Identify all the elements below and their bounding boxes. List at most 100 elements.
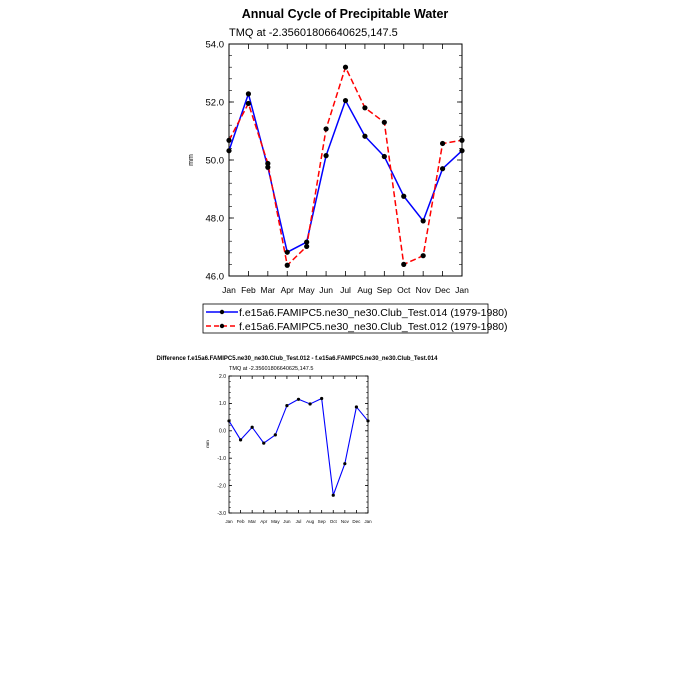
top-y-ticks: 46.0 48.0 50.0 52.0 54.0 [206,39,462,282]
top-series-lines [228,65,463,267]
data-point [354,405,359,409]
top-chart: Annual Cycle of Precipitable Water TMQ a… [188,7,508,334]
y-tick-label: -3.0 [217,511,226,517]
data-point [381,119,387,125]
x-tick-label: Jun [319,285,333,295]
bottom-series-lines [228,397,369,496]
legend-label-series-1: f.e15a6.FAMIPC5.ne30_ne30.Club_Test.014 … [239,307,508,319]
top-legend: f.e15a6.FAMIPC5.ne30_ne30.Club_Test.014 … [202,303,508,334]
x-tick-label: Nov [416,285,432,295]
bottom-x-ticks: Jan Feb Mar Apr May Jun Jul Aug Sep Oct Nov Dec Jan [225,376,372,524]
data-point [262,441,266,445]
bottom-y-axis-label: mm [205,440,210,448]
x-tick-label: Jan [364,519,372,524]
x-tick-label: Jan [225,519,233,524]
x-tick-label: Aug [306,519,315,524]
y-tick-label: -2.0 [217,483,226,489]
series-line-1 [228,91,463,254]
data-point [227,419,231,423]
x-tick-label: Sep [377,285,392,295]
legend-label-series-2: f.e15a6.FAMIPC5.ne30_ne30.Club_Test.012 … [239,321,508,333]
data-point [226,148,232,154]
data-point [285,403,289,408]
y-tick-label: 50.0 [206,155,225,166]
x-tick-label: Dec [352,519,361,524]
y-tick-label: 0.0 [219,429,226,435]
series-line-1 [228,397,369,496]
data-point [342,64,349,70]
y-tick-label: 48.0 [206,213,225,224]
x-tick-label: Jun [283,519,291,524]
y-tick-label: 1.0 [219,401,226,407]
data-point [284,249,290,255]
y-tick-label: 2.0 [219,374,226,380]
x-tick-label: Jan [455,285,469,295]
data-point [245,91,252,97]
x-tick-label: May [271,519,280,524]
y-tick-label: 46.0 [206,271,225,282]
y-tick-label: 54.0 [206,39,225,50]
data-point [439,166,446,172]
top-series-markers [226,64,465,268]
data-point [362,133,368,139]
x-tick-label: Nov [341,519,350,524]
legend-entry-series-1: f.e15a6.FAMIPC5.ne30_ne30.Club_Test.014 … [206,307,508,319]
legend-box [202,303,489,334]
data-point [439,140,446,147]
y-tick-label: -1.0 [217,456,226,462]
bottom-y-ticks: -3.0 -2.0 -1.0 0.0 1.0 2.0 [217,374,368,517]
bottom-plot-frame [228,375,369,514]
data-point [245,100,252,107]
data-point [323,126,329,132]
data-point [323,153,329,159]
data-point [308,402,312,406]
x-tick-label: Oct [330,519,338,524]
data-point [331,493,335,497]
top-y-axis-label: mm [188,154,195,166]
legend-entry-series-2: f.e15a6.FAMIPC5.ne30_ne30.Club_Test.012 … [206,321,508,333]
top-chart-title: Annual Cycle of Precipitable Water [242,7,449,21]
x-tick-label: Mar [248,519,256,524]
x-tick-label: Apr [281,285,294,295]
data-point [420,253,426,259]
x-tick-label: Jul [296,519,302,524]
top-plot-frame [228,43,463,277]
bottom-chart-subtitle: TMQ at -2.35601806640625,147.5 [229,366,313,372]
data-point [366,419,370,423]
data-point [320,396,324,401]
data-point [362,105,368,111]
x-tick-label: Jan [222,285,236,295]
y-tick-label: 52.0 [206,97,225,108]
top-chart-subtitle: TMQ at -2.35601806640625,147.5 [229,27,398,39]
data-point [265,160,271,167]
data-point [401,193,407,199]
x-tick-label: May [299,285,316,295]
data-point [250,425,254,429]
data-point [296,397,301,401]
x-tick-label: Feb [241,285,256,295]
data-point [401,261,407,267]
x-tick-label: Aug [357,285,372,295]
data-point [238,438,243,442]
data-point [304,243,310,250]
data-point [342,97,349,104]
bottom-series-markers [227,396,370,497]
x-tick-label: Oct [397,285,411,295]
series-line-2 [228,65,463,267]
legend-marker-icon [219,309,225,315]
data-point [284,262,290,268]
x-tick-label: Dec [435,285,451,295]
data-point [273,433,277,437]
data-point [226,137,232,143]
bottom-chart: Difference f.e15a6.FAMIPC5.ne30_ne30.Clu… [157,356,439,524]
x-tick-label: Mar [261,285,276,295]
data-point [420,218,426,224]
x-tick-label: Feb [237,519,245,524]
x-tick-label: Sep [318,519,327,524]
data-point [459,148,465,154]
data-point [304,239,310,245]
legend-marker-icon [219,323,225,329]
bottom-chart-title: Difference f.e15a6.FAMIPC5.ne30_ne30.Clu… [157,356,439,362]
x-tick-label: Apr [260,519,268,524]
